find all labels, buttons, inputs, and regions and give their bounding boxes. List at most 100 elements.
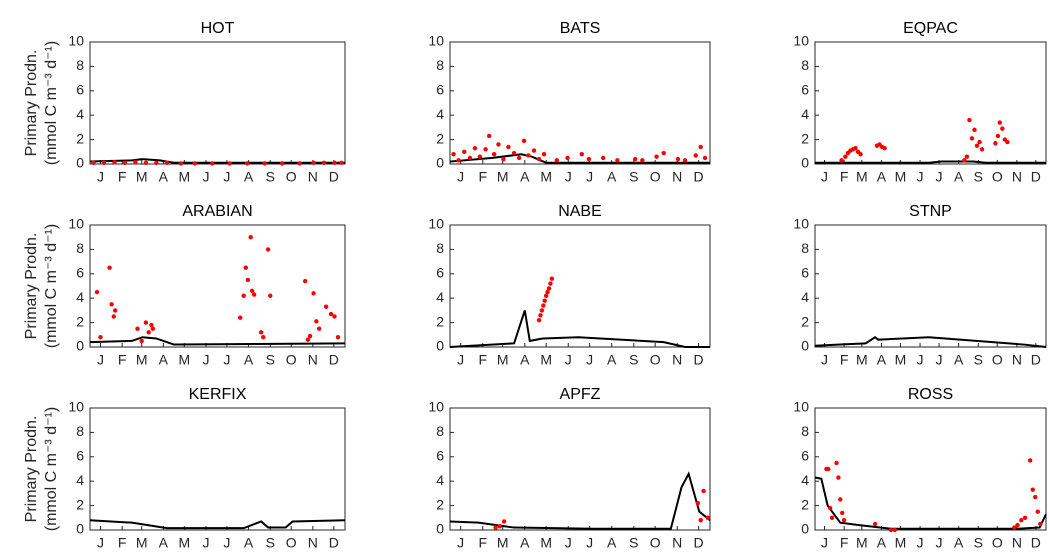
observation-point (149, 322, 154, 328)
y-tick-label: 8 (436, 240, 444, 256)
y-tick-label: 4 (436, 106, 444, 122)
observation-point (133, 159, 138, 165)
x-tick-label: J (917, 352, 924, 368)
x-tick-label: A (520, 352, 530, 368)
y-tick-label: 8 (436, 423, 444, 439)
observation-point (548, 281, 553, 286)
x-tick-label: D (694, 535, 704, 551)
observation-point (853, 145, 858, 151)
x-tick-label: F (118, 535, 127, 551)
observation-point (526, 153, 531, 158)
y-tick-label: 10 (428, 399, 444, 415)
model-line (89, 336, 346, 346)
y-tick-label: 4 (436, 472, 444, 488)
observation-point (258, 330, 264, 335)
x-tick-label: J (821, 169, 828, 185)
observation-point (1035, 509, 1040, 514)
observation-point (1019, 518, 1024, 523)
x-tick-label: J (97, 535, 104, 551)
y-tick-label: 2 (76, 130, 84, 146)
observation-point (497, 524, 503, 529)
observation-point (543, 293, 549, 298)
observation-point (888, 527, 894, 533)
observation-point (314, 319, 319, 324)
x-tick-label: S (266, 535, 275, 551)
x-tick-label: S (974, 535, 983, 551)
subplot-title: STNP (909, 203, 952, 220)
observation-point (91, 160, 96, 165)
x-tick-label: D (694, 352, 704, 368)
observation-point (339, 160, 344, 165)
observation-point (467, 155, 473, 161)
plot-frame (814, 224, 1047, 348)
x-tick-label: J (202, 535, 209, 551)
observation-point (615, 158, 620, 163)
x-tick-label: N (672, 352, 682, 368)
observation-point (472, 145, 478, 151)
x-tick-label: J (457, 535, 464, 551)
observation-point (834, 460, 839, 466)
observation-point (541, 303, 546, 308)
y-tick-label: 10 (68, 216, 84, 232)
x-tick-label: F (840, 169, 849, 185)
observation-point (496, 142, 501, 147)
x-tick-label: J (565, 535, 572, 551)
y-tick-label: 10 (793, 216, 809, 232)
y-axis-label: (mmol C m⁻³ d⁻¹) (43, 224, 60, 348)
x-tick-label: M (895, 352, 907, 368)
observation-point (146, 330, 151, 335)
x-tick-label: A (244, 535, 254, 551)
x-tick-label: O (992, 535, 1003, 551)
subplot-title: NABE (558, 203, 602, 220)
observation-point (531, 148, 537, 153)
x-tick-label: J (97, 352, 104, 368)
observation-point (311, 160, 316, 165)
x-tick-label: M (178, 535, 190, 551)
observation-point (501, 519, 507, 524)
x-tick-label: A (954, 535, 964, 551)
observation-point (111, 314, 116, 319)
observation-point (332, 160, 337, 165)
observation-point (539, 308, 545, 313)
subplot-title: BATS (560, 20, 601, 37)
x-tick-label: J (936, 169, 943, 185)
observation-point (600, 155, 606, 161)
observation-point (107, 265, 112, 270)
x-tick-label: F (478, 352, 487, 368)
observation-point (451, 152, 456, 157)
x-tick-label: M (178, 169, 190, 185)
observation-point (682, 158, 688, 163)
observation-point (695, 500, 701, 506)
observation-point (702, 155, 708, 161)
observation-point (967, 117, 972, 123)
x-tick-label: J (565, 169, 572, 185)
observation-point (164, 160, 170, 165)
x-tick-label: A (877, 352, 887, 368)
x-tick-label: O (286, 169, 297, 185)
subplot-title: HOT (201, 20, 235, 37)
observation-point (549, 276, 555, 281)
observation-point (872, 521, 878, 527)
x-tick-label: A (954, 352, 964, 368)
observation-point (112, 308, 118, 313)
y-tick-label: 6 (801, 82, 809, 98)
model-line (89, 158, 345, 164)
subplot-title: EQPAC (903, 20, 958, 37)
y-tick-label: 2 (76, 496, 84, 512)
y-tick-label: 2 (801, 130, 809, 146)
x-tick-label: M (136, 169, 148, 185)
y-axis-label: (mmol C m⁻³ d⁻¹) (43, 41, 60, 165)
x-tick-label: M (856, 535, 868, 551)
x-tick-label: J (565, 352, 572, 368)
y-axis-label: Primary Prodn. (23, 416, 40, 523)
x-tick-label: A (877, 169, 887, 185)
observation-point (698, 144, 703, 150)
observation-point (249, 288, 255, 294)
x-tick-label: J (223, 535, 230, 551)
observation-point (661, 150, 666, 156)
y-tick-label: 0 (436, 155, 444, 171)
observation-point (698, 518, 703, 523)
